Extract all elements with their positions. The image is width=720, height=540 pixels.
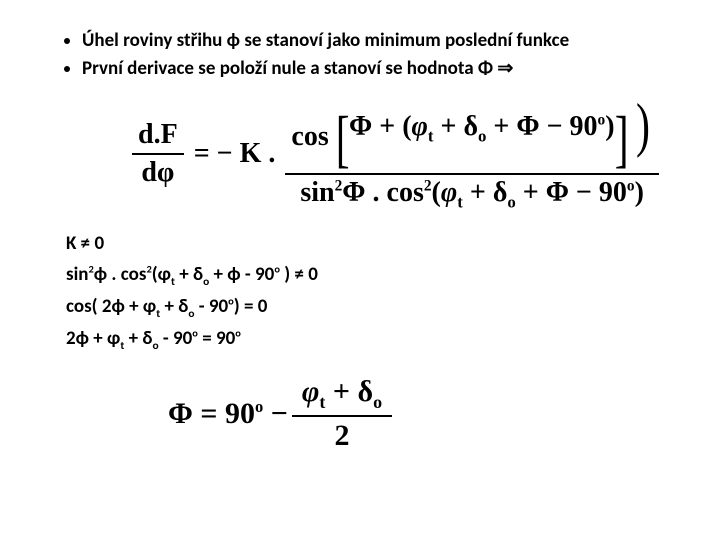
- bracket-group: [ Φ + (φt + δo + Φ − 90o) ]: [336, 107, 628, 171]
- result-lhs: Φ = 90o −: [168, 397, 288, 431]
- bullet-1: Úhel roviny střihu ϕ se stanoví jako min…: [82, 28, 672, 54]
- num-inner: Φ + (φt + δo + Φ − 90o): [349, 107, 615, 171]
- t-end: ) ≠ 0: [280, 263, 318, 286]
- bullet-list: Úhel roviny střihu ϕ se stanoví jako min…: [48, 28, 672, 81]
- rhs-fraction: cos [ Φ + (φt + δo + Φ − 90o) ] ) sin2Φ …: [285, 95, 658, 212]
- t-p1: + δ: [175, 263, 203, 286]
- c-pre: cos( 2ϕ + φ: [66, 295, 156, 318]
- p-tail: - 90: [159, 327, 193, 350]
- line-sin: sin2ϕ . cos2(φt + δo + ϕ - 90o ) ≠ 0: [66, 261, 672, 291]
- p-end: = 90: [198, 327, 235, 350]
- rn-phi: φ: [302, 375, 320, 408]
- t-tail: + ϕ - 90: [209, 263, 274, 286]
- line-cos: cos( 2ϕ + φt + δo - 90o) = 0: [66, 293, 672, 323]
- lhs-den: dφ: [132, 153, 184, 189]
- r-lhs: Φ = 90: [168, 397, 255, 430]
- t-mid: ϕ . cos: [94, 263, 147, 286]
- equation-derivative: d.F dφ = − K . cos [ Φ + (φt + δo + Φ − …: [128, 95, 672, 212]
- eq-lead: = − K .: [194, 138, 276, 170]
- c-end: ) = 0: [234, 295, 268, 318]
- r-minus: −: [263, 397, 288, 430]
- derivation-lines: K ≠ 0 sin2ϕ . cos2(φt + δo + ϕ - 90o ) ≠…: [66, 230, 672, 354]
- r-deg: o: [255, 397, 263, 416]
- extra-rparen-icon: ): [636, 95, 650, 155]
- cos-text: cos: [291, 121, 335, 152]
- result-fraction: φt + δo 2: [292, 375, 392, 453]
- c-tail: - 90: [194, 295, 228, 318]
- rn-plus: + δ: [325, 375, 373, 408]
- right-bracket-icon: ]: [614, 107, 628, 171]
- deg4: o: [235, 326, 241, 339]
- t-sin: sin: [66, 263, 88, 286]
- bullet-2: První derivace se položí nule a stanoví …: [82, 56, 672, 82]
- p-p1: + δ: [124, 327, 152, 350]
- rhs-num: cos [ Φ + (φt + δo + Φ − 90o) ] ): [285, 95, 658, 173]
- lhs-num: d.F: [132, 119, 184, 153]
- c-p1: + δ: [160, 295, 188, 318]
- rhs-den: sin2Φ . cos2(φt + δo + Φ − 90o): [285, 173, 658, 213]
- result-num: φt + δo: [292, 375, 392, 415]
- result-den: 2: [292, 415, 392, 453]
- t-arg: (φ: [152, 263, 171, 286]
- result-equation: Φ = 90o − φt + δo 2: [168, 375, 672, 453]
- slide: Úhel roviny střihu ϕ se stanoví jako min…: [0, 0, 720, 540]
- line-2phi: 2ϕ + φt + δo - 90o = 90o: [66, 325, 672, 355]
- rn-o: o: [373, 392, 382, 412]
- sin-text: sin: [300, 177, 334, 208]
- left-bracket-icon: [: [335, 107, 349, 171]
- lhs-fraction: d.F dφ: [132, 119, 184, 189]
- line-k: K ≠ 0: [66, 230, 672, 259]
- p-pre: 2ϕ + φ: [66, 327, 120, 350]
